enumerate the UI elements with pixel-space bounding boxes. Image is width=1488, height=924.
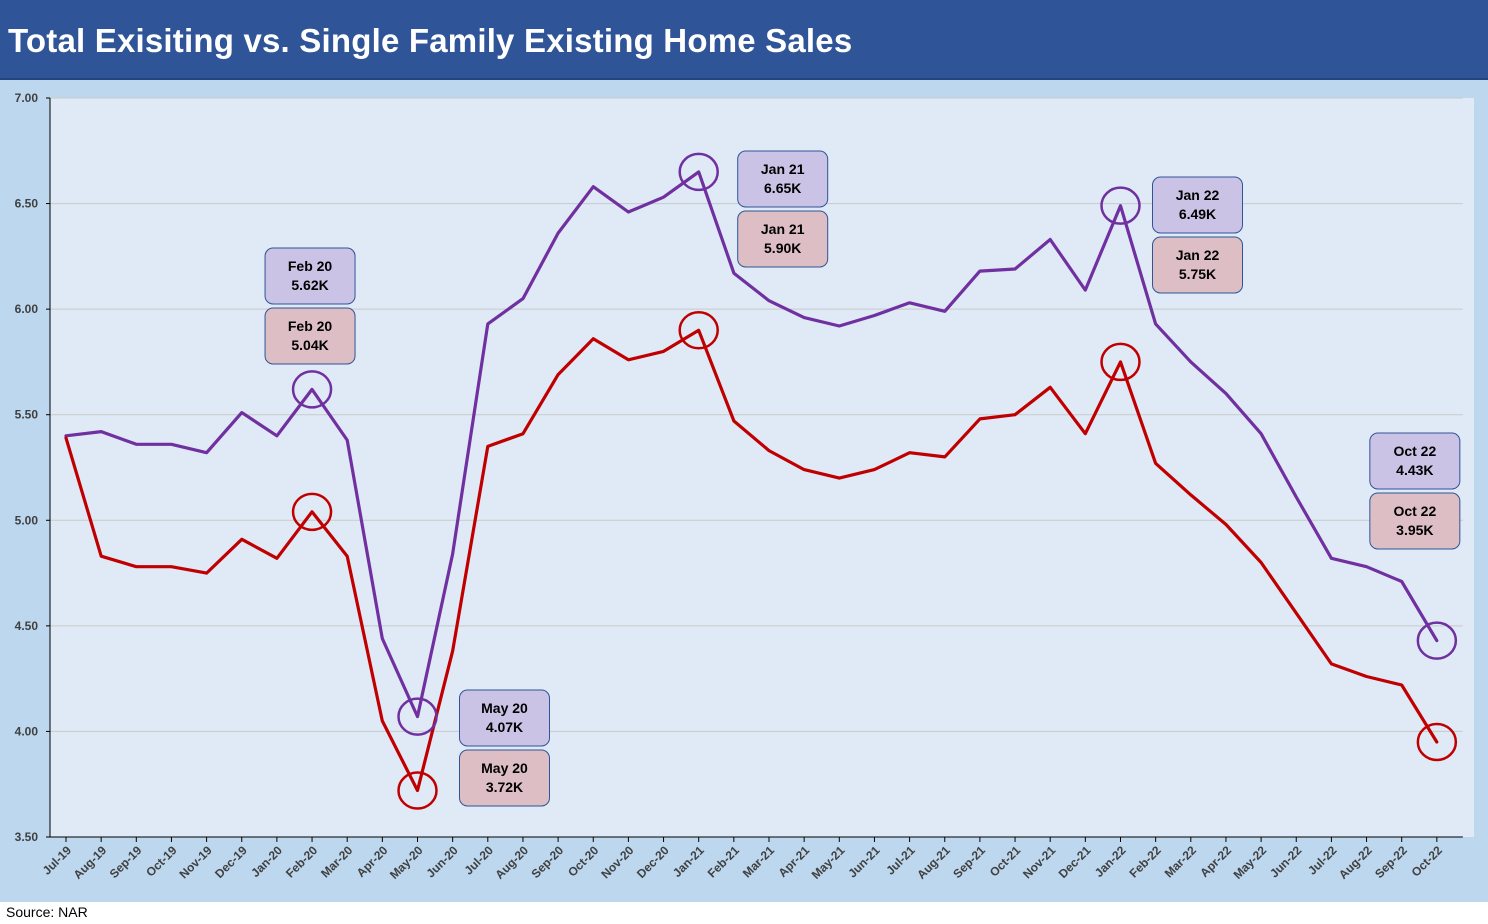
- total-data-label-text: 6.49K: [1179, 206, 1216, 222]
- total-highlight-circle: [397, 697, 438, 736]
- single-family-highlight-circle: [1416, 722, 1458, 762]
- plot-area: [50, 98, 1474, 837]
- single-family-data-label-box: [1369, 492, 1461, 550]
- total-data-label: May 20 4.07K: [459, 689, 550, 747]
- total-data-label-text: 6.65K: [764, 180, 801, 196]
- y-tick-label: 6.00: [15, 302, 39, 316]
- single-family-data-label-text: Oct 22: [1393, 503, 1436, 519]
- series-line-total: [64, 170, 1439, 719]
- total-data-label: Oct 22 4.43K: [1369, 432, 1461, 490]
- single-family-data-label-text: Feb 20: [288, 318, 333, 334]
- single-family-data-label: Oct 22 3.95K: [1369, 492, 1461, 550]
- y-tick-label: 4.00: [15, 724, 39, 738]
- y-tick-label: 5.50: [15, 408, 39, 422]
- single-family-highlight-circle: [1100, 342, 1141, 382]
- total-highlight-circle: [1416, 621, 1458, 660]
- total-data-label-text: Oct 22: [1393, 443, 1436, 459]
- single-family-highlight-circle: [397, 771, 438, 810]
- total-highlight-circle: [1100, 186, 1141, 225]
- single-family-data-label-box: [737, 210, 829, 268]
- total-data-label-text: 5.62K: [291, 277, 328, 293]
- single-family-highlight-circle: [291, 492, 333, 532]
- source-note: Source: NAR: [6, 904, 88, 920]
- y-tick-label: 7.00: [15, 91, 39, 105]
- y-tick-label: 5.00: [15, 513, 39, 527]
- single-family-highlight-circle: [678, 311, 719, 350]
- single-family-data-label: Feb 20 5.04K: [264, 307, 356, 365]
- series-line-single-family: [64, 328, 1439, 793]
- total-data-label: Feb 20 5.62K: [264, 247, 356, 305]
- single-family-data-label-text: 5.90K: [764, 240, 801, 256]
- total-data-label-box: [264, 247, 356, 305]
- total-data-label-text: Jan 22: [1176, 187, 1220, 203]
- single-family-data-label-text: 5.75K: [1179, 266, 1216, 282]
- single-family-data-label-text: May 20: [481, 760, 528, 776]
- single-family-data-label-box: [459, 749, 550, 807]
- title-bar: Total Exisiting vs. Single Family Existi…: [0, 0, 1488, 80]
- single-family-data-label-text: 5.04K: [291, 337, 328, 353]
- total-highlight-circle: [678, 152, 719, 192]
- total-data-label-text: 4.43K: [1396, 462, 1433, 478]
- single-family-data-label-text: Jan 21: [761, 221, 805, 237]
- single-family-data-label-box: [264, 307, 356, 365]
- y-tick-label: 4.50: [15, 619, 39, 633]
- total-data-label-text: Jan 21: [761, 161, 805, 177]
- line-chart: 3.504.004.505.005.506.006.507.00Jul-19Au…: [0, 80, 1488, 902]
- total-data-label-box: [737, 150, 829, 208]
- total-data-label: Jan 22 6.49K: [1152, 176, 1243, 234]
- single-family-data-label: Jan 22 5.75K: [1152, 236, 1243, 294]
- data-labels: Feb 20 5.62K Feb 20 5.04K May 20 4.07K May 20 3…: [264, 150, 1461, 807]
- y-tick-label: 6.50: [15, 197, 39, 211]
- total-data-label-text: Feb 20: [288, 258, 333, 274]
- y-tick-label: 3.50: [15, 830, 39, 844]
- single-family-data-label-text: 3.72K: [486, 779, 523, 795]
- series-lines: [64, 170, 1439, 793]
- total-highlight-circle: [291, 370, 333, 409]
- single-family-data-label-text: Jan 22: [1176, 247, 1220, 263]
- chart-title: Total Exisiting vs. Single Family Existi…: [8, 22, 853, 59]
- single-family-data-label: Jan 21 5.90K: [737, 210, 829, 268]
- total-data-label-box: [1152, 176, 1243, 234]
- total-data-label: Jan 21 6.65K: [737, 150, 829, 208]
- single-family-data-label-box: [1152, 236, 1243, 294]
- single-family-data-label: May 20 3.72K: [459, 749, 550, 807]
- total-data-label-box: [459, 689, 550, 747]
- single-family-data-label-text: 3.95K: [1396, 522, 1433, 538]
- total-data-label-box: [1369, 432, 1461, 490]
- highlight-circles: [291, 152, 1458, 810]
- total-data-label-text: 4.07K: [486, 719, 523, 735]
- total-data-label-text: May 20: [481, 700, 528, 716]
